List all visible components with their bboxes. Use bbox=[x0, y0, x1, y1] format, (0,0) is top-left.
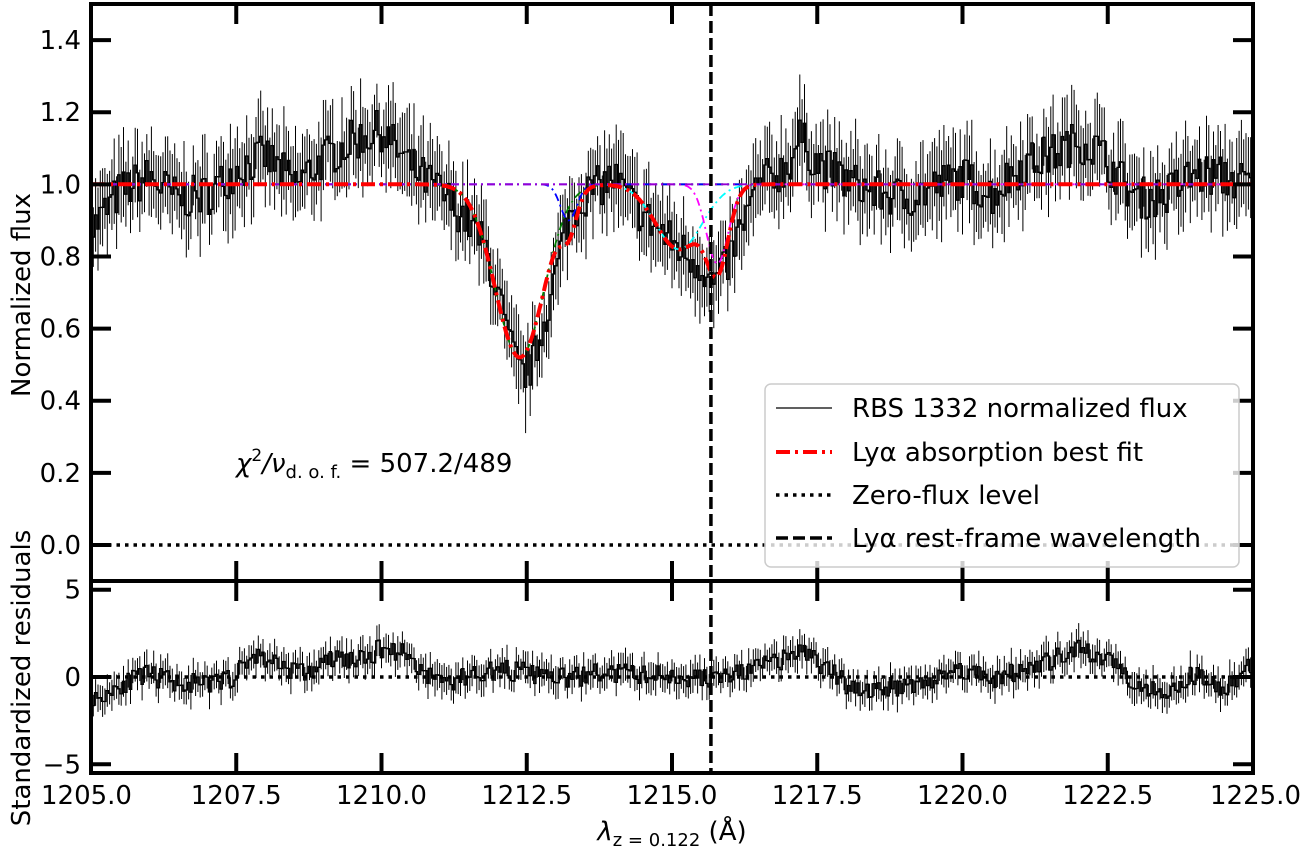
bottom-x-tick-label: 1207.5 bbox=[191, 781, 282, 811]
bottom-x-tick-label: 1220.0 bbox=[917, 781, 1008, 811]
bottom-y-axis-label: Standardized residuals bbox=[7, 530, 37, 827]
top-y-tick-label: 1.2 bbox=[40, 98, 81, 128]
top-y-tick-label: 1.0 bbox=[40, 170, 81, 200]
bottom-x-tick-label: 1205.0 bbox=[41, 781, 132, 811]
top-y-tick-label: 0.2 bbox=[40, 459, 81, 489]
bottom-x-tick-label: 1217.5 bbox=[772, 781, 863, 811]
bottom-ticks: 1205.0 1207.5 1210.0 1212.5 1215.0 1217.5 1220… bbox=[41, 576, 1301, 811]
bottom-plot-area bbox=[91, 581, 1253, 773]
top-y-tick-label: 0.8 bbox=[40, 242, 81, 272]
bottom-x-tick-label: 1212.5 bbox=[481, 781, 572, 811]
best-fit-line bbox=[91, 182, 1253, 360]
legend-box bbox=[764, 383, 1240, 568]
bottom-x-tick-label: 1210.0 bbox=[336, 781, 427, 811]
legend-label-rest: Lyα rest-frame wavelength bbox=[852, 524, 1201, 554]
top-y-tick-label: 0.6 bbox=[40, 315, 81, 345]
x-axis-label: λz = 0.122 (Å) bbox=[595, 815, 746, 850]
top-plot-area bbox=[91, 4, 1253, 581]
legend-label-flux: RBS 1332 normalized flux bbox=[852, 394, 1188, 424]
bottom-x-tick-label: 1222.5 bbox=[1062, 781, 1153, 811]
chi-square-annotation: χ2/νd. o. f. = 507.2/489 bbox=[234, 446, 512, 483]
top-y-tick-label: 0.4 bbox=[40, 387, 81, 417]
legend: RBS 1332 normalized flux Lyα absorption … bbox=[764, 383, 1240, 568]
bottom-y-tick-label: −5 bbox=[43, 750, 81, 780]
bottom-x-tick-label: 1215.0 bbox=[627, 781, 718, 811]
legend-label-zero: Zero-flux level bbox=[852, 481, 1040, 511]
bottom-x-tick-label: 1225.0 bbox=[1210, 781, 1301, 811]
residual-step-line bbox=[91, 639, 1253, 715]
flux-step-line bbox=[91, 109, 1253, 388]
bottom-y-tick-label: 0 bbox=[64, 663, 81, 693]
legend-label-fit: Lyα absorption best fit bbox=[852, 438, 1143, 468]
top-y-tick-label: 0.0 bbox=[40, 531, 81, 561]
bottom-panel: 1205.0 1207.5 1210.0 1212.5 1215.0 1217.5 1220… bbox=[7, 530, 1301, 850]
top-ticks: 0.0 0.2 0.4 0.6 0.8 1.0 1.2 1.4 bbox=[40, 4, 1255, 581]
bottom-y-tick-label: 5 bbox=[64, 576, 81, 606]
top-y-tick-label: 1.4 bbox=[40, 26, 81, 56]
top-panel: 0.0 0.2 0.4 0.6 0.8 1.0 1.2 1.4 Normalized flux… bbox=[7, 2, 1255, 583]
top-y-axis-label: Normalized flux bbox=[7, 193, 37, 397]
